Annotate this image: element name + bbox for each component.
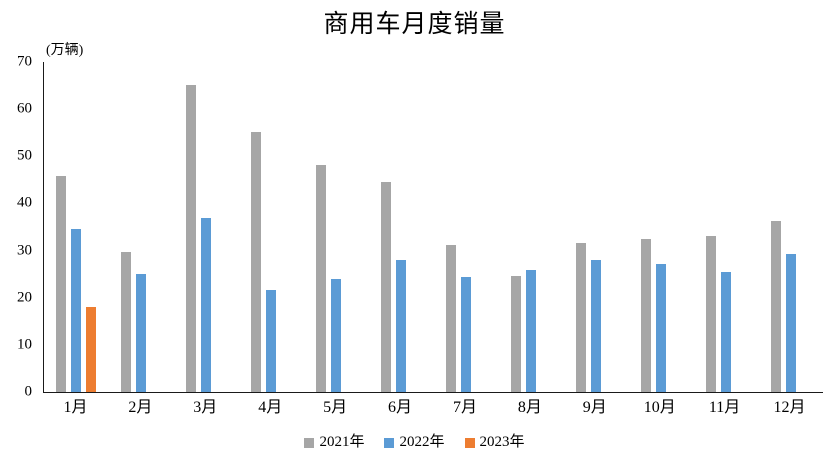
bar-2021年-4月 — [251, 131, 262, 392]
x-tick-label-4月: 4月 — [258, 399, 283, 416]
legend-swatch-icon — [304, 437, 315, 448]
bar-2021年-1月 — [56, 175, 67, 392]
y-axis-unit-label: (万辆) — [46, 43, 84, 58]
x-tick-label-2月: 2月 — [128, 399, 153, 416]
y-tick-label-30: 30 — [17, 242, 32, 259]
bar-2022年-10月 — [655, 263, 666, 392]
x-tick-label-9月: 9月 — [582, 399, 607, 416]
bar-2022年-6月 — [396, 259, 407, 392]
legend-label: 2022年 — [399, 434, 445, 450]
bar-2022年-11月 — [720, 272, 731, 392]
x-tick-label-12月: 12月 — [773, 399, 806, 416]
bar-2021年-10月 — [640, 238, 651, 392]
bar-2021年-11月 — [705, 236, 716, 392]
bar-2022年-3月 — [201, 217, 212, 392]
bar-2021年-3月 — [186, 84, 197, 392]
x-tick-label-7月: 7月 — [452, 399, 477, 416]
x-tick-label-11月: 11月 — [708, 399, 741, 416]
legend-item-2022年: 2022年 — [384, 434, 445, 451]
legend-item-2023年: 2023年 — [464, 434, 525, 451]
y-tick-label-40: 40 — [17, 194, 32, 211]
bar-2022年-7月 — [460, 276, 471, 392]
legend-label: 2021年 — [319, 434, 365, 450]
y-tick-label-0: 0 — [24, 383, 33, 400]
bar-2022年-1月 — [71, 229, 82, 392]
x-tick-label-10月: 10月 — [643, 399, 676, 416]
x-tick-label-8月: 8月 — [517, 399, 542, 416]
bar-2022年-2月 — [136, 274, 147, 392]
bar-2022年-12月 — [785, 254, 796, 392]
y-tick-label-50: 50 — [17, 147, 32, 164]
y-tick-label-10: 10 — [17, 336, 32, 353]
plot-area — [43, 62, 823, 393]
legend-swatch-icon — [384, 437, 395, 448]
x-tick-label-6月: 6月 — [388, 399, 413, 416]
legend: 2021年 2022年 2023年 — [0, 434, 829, 451]
bar-2021年-2月 — [121, 252, 132, 392]
x-tick-label-3月: 3月 — [193, 399, 218, 416]
x-tick-label-5月: 5月 — [323, 399, 348, 416]
bar-2021年-6月 — [381, 181, 392, 392]
bar-2022年-9月 — [590, 260, 601, 392]
y-tick-label-20: 20 — [17, 289, 32, 306]
legend-label: 2023年 — [479, 434, 525, 450]
bar-2022年-5月 — [331, 279, 342, 392]
legend-swatch-icon — [464, 437, 475, 448]
bar-2021年-7月 — [445, 244, 456, 392]
chart-title: 商用车月度销量 — [323, 11, 506, 38]
bar-2021年-8月 — [510, 275, 521, 392]
y-tick-label-70: 70 — [17, 53, 32, 70]
legend-item-2021年: 2021年 — [304, 434, 364, 451]
bar-2022年-4月 — [266, 290, 277, 392]
bar-2021年-9月 — [575, 243, 586, 392]
bar-2022年-8月 — [525, 269, 536, 392]
bar-2023年-1月 — [86, 307, 97, 392]
bar-2021年-12月 — [770, 220, 781, 392]
x-tick-label-1月: 1月 — [63, 399, 88, 416]
bar-2021年-5月 — [316, 164, 327, 392]
y-tick-label-60: 60 — [17, 100, 32, 117]
